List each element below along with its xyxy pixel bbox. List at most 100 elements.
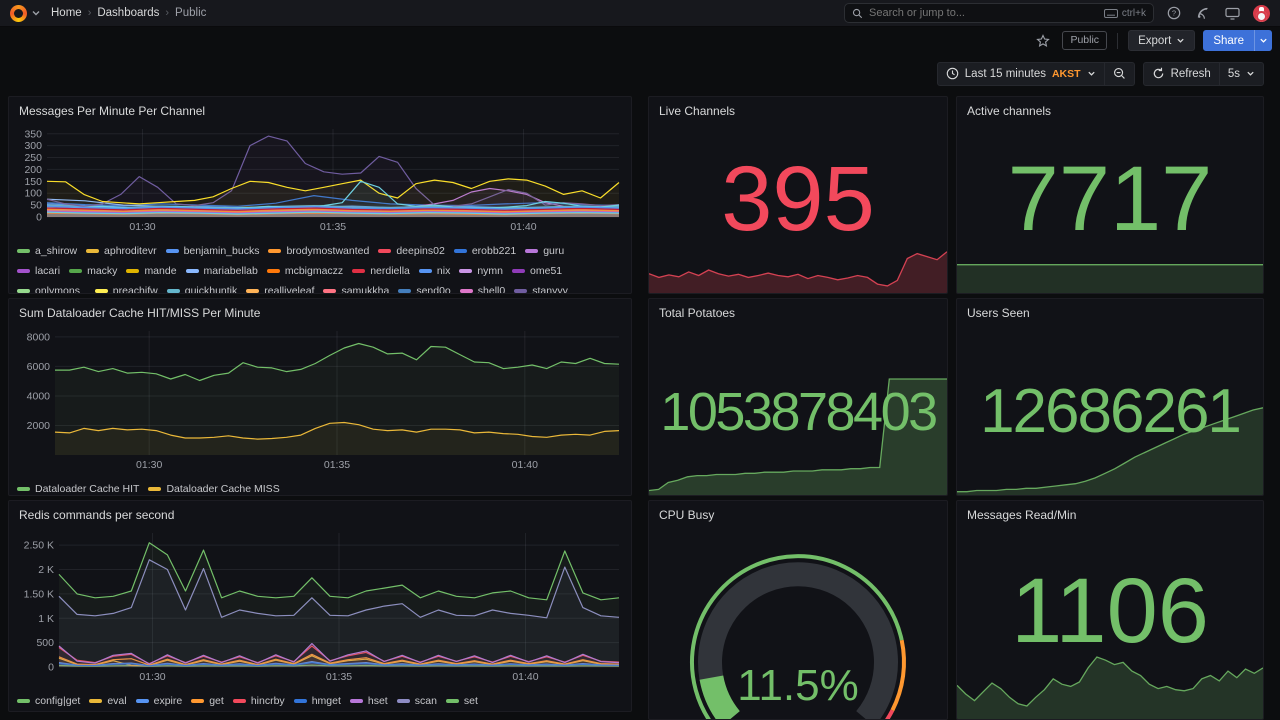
legend-item[interactable]: Dataloader Cache MISS xyxy=(148,483,280,495)
legend-item[interactable]: nymn xyxy=(459,265,503,277)
breadcrumb-dashboards[interactable]: Dashboards xyxy=(97,7,160,19)
panel-dataloader-cache: Sum Dataloader Cache HIT/MISS Per Minute… xyxy=(8,298,632,496)
legend-item[interactable]: deepins02 xyxy=(378,245,445,257)
panel-title[interactable]: Messages Read/Min xyxy=(967,508,1077,522)
svg-text:100: 100 xyxy=(24,188,42,200)
legend-label: shell0 xyxy=(477,285,506,294)
chevron-down-icon[interactable] xyxy=(31,8,41,18)
news-rss-icon[interactable] xyxy=(1195,5,1211,21)
legend-item[interactable]: erobb221 xyxy=(453,245,516,257)
refresh-interval-dropdown[interactable]: 5s xyxy=(1218,62,1263,85)
legend-item[interactable]: onlymons_ xyxy=(17,285,86,293)
chart-legend: a_shirow aphroditevr benjamin_bucks brodymo… xyxy=(9,238,631,294)
legend-item[interactable]: hmget xyxy=(293,695,341,707)
search-box[interactable]: ctrl+k xyxy=(844,3,1154,23)
dashboard-toolbar: Public Export Share xyxy=(0,27,1280,54)
share-menu-caret[interactable] xyxy=(1254,30,1272,51)
legend-item[interactable]: guru xyxy=(525,245,564,257)
legend-item[interactable]: aphroditevr xyxy=(86,245,157,257)
keyboard-icon xyxy=(1103,8,1118,18)
legend-item[interactable]: samukkha xyxy=(323,285,389,293)
legend-item[interactable]: nerdiella xyxy=(352,265,410,277)
legend-item[interactable]: mariabellab xyxy=(185,265,258,277)
panel-title[interactable]: Messages Per Minute Per Channel xyxy=(19,104,206,118)
chart-legend: config|get eval expire get hincrby hmget hset s… xyxy=(9,688,631,710)
star-icon[interactable] xyxy=(1032,31,1054,51)
legend-item[interactable]: a_shirow xyxy=(17,245,77,257)
legend-label: quickhuntik xyxy=(184,285,238,294)
export-button[interactable]: Export xyxy=(1128,30,1196,51)
timeseries-chart[interactable]: 2000 4000 6000 8000 01:30 01:35 01:40 xyxy=(17,323,625,471)
sparkline xyxy=(957,264,1263,293)
legend-item[interactable]: stanyyy xyxy=(514,285,568,293)
legend-item[interactable]: ome51 xyxy=(512,265,562,277)
panel-title[interactable]: Active channels xyxy=(967,104,1052,118)
legend-item[interactable]: shell0 xyxy=(459,285,506,294)
sparkline xyxy=(957,656,1263,719)
search-input[interactable] xyxy=(869,7,1104,19)
legend-item[interactable]: macky xyxy=(69,265,117,277)
legend-item[interactable]: benjamin_bucks xyxy=(165,245,259,257)
panel-title[interactable]: Live Channels xyxy=(659,104,736,118)
legend-item[interactable]: realliveleaf xyxy=(246,285,314,293)
legend-item[interactable]: quickhuntik xyxy=(166,285,238,294)
legend-swatch xyxy=(352,269,366,273)
legend-swatch xyxy=(525,249,539,253)
legend-swatch xyxy=(17,269,30,273)
legend-swatch xyxy=(398,289,412,293)
legend-item[interactable]: expire xyxy=(135,695,182,707)
legend-label: macky xyxy=(87,265,118,277)
legend-item[interactable]: preachifw xyxy=(94,285,158,293)
panel-title[interactable]: Sum Dataloader Cache HIT/MISS Per Minute xyxy=(19,306,261,320)
legend-item[interactable]: nix xyxy=(418,265,450,277)
clock-icon xyxy=(946,67,959,80)
user-avatar[interactable] xyxy=(1253,4,1270,22)
panel-title[interactable]: Redis commands per second xyxy=(19,508,175,522)
legend-item[interactable]: mcbigmaczz xyxy=(266,265,344,277)
legend-swatch xyxy=(166,289,180,293)
legend-swatch xyxy=(349,699,363,703)
legend-swatch xyxy=(453,249,467,253)
legend-item[interactable]: config|get xyxy=(17,695,80,707)
panel-redis-commands: Redis commands per second 0 500 1 K 1.50 K 2… xyxy=(8,500,632,712)
legend-item[interactable]: hset xyxy=(349,695,388,707)
legend-swatch xyxy=(514,289,528,293)
legend-item[interactable]: mande xyxy=(126,265,177,277)
zoom-out-time-button[interactable] xyxy=(1103,62,1134,85)
panel-title[interactable]: Users Seen xyxy=(967,306,1030,320)
panel-title[interactable]: Total Potatoes xyxy=(659,306,736,320)
legend-item[interactable]: lacari xyxy=(17,265,60,277)
share-button[interactable]: Share xyxy=(1203,30,1272,51)
legend-item[interactable]: Dataloader Cache HIT xyxy=(17,483,139,495)
legend-label: a_shirow xyxy=(35,245,78,257)
chart-legend: Dataloader Cache HIT Dataloader Cache MIS… xyxy=(9,476,631,495)
svg-text:2000: 2000 xyxy=(27,420,51,432)
legend-item[interactable]: brodymostwanted xyxy=(268,245,369,257)
legend-label: mcbigmaczz xyxy=(284,265,344,277)
help-icon[interactable]: ? xyxy=(1166,5,1182,21)
screen-share-icon[interactable] xyxy=(1224,5,1240,21)
breadcrumb-home[interactable]: Home xyxy=(51,7,82,19)
legend-item[interactable]: get xyxy=(191,695,224,707)
breadcrumb-public[interactable]: Public xyxy=(175,7,207,19)
refresh-button[interactable]: Refresh xyxy=(1144,63,1219,85)
search-icon xyxy=(852,8,863,18)
legend-label: hincrby xyxy=(250,695,285,707)
grafana-logo[interactable] xyxy=(10,4,27,22)
legend-item[interactable]: scan xyxy=(396,695,437,707)
legend-swatch xyxy=(135,699,149,703)
legend-item[interactable]: hincrby xyxy=(232,695,285,707)
legend-item[interactable]: send0o xyxy=(398,285,451,293)
svg-text:01:30: 01:30 xyxy=(136,459,162,471)
legend-item[interactable]: eval xyxy=(89,695,127,707)
svg-text:50: 50 xyxy=(30,200,42,212)
panel-title[interactable]: CPU Busy xyxy=(659,508,715,522)
time-range-picker[interactable]: Last 15 minutes AKST xyxy=(938,63,1104,85)
svg-text:01:40: 01:40 xyxy=(512,671,538,683)
stat-value: 1106 xyxy=(1011,560,1209,662)
stat-value: 12686261 xyxy=(980,377,1242,446)
legend-item[interactable]: set xyxy=(445,695,478,707)
zoom-out-icon xyxy=(1113,68,1125,79)
timeseries-chart[interactable]: 0 500 1 K 1.50 K 2 K 2.50 K 01:30 01:35 01:40 xyxy=(17,525,625,683)
